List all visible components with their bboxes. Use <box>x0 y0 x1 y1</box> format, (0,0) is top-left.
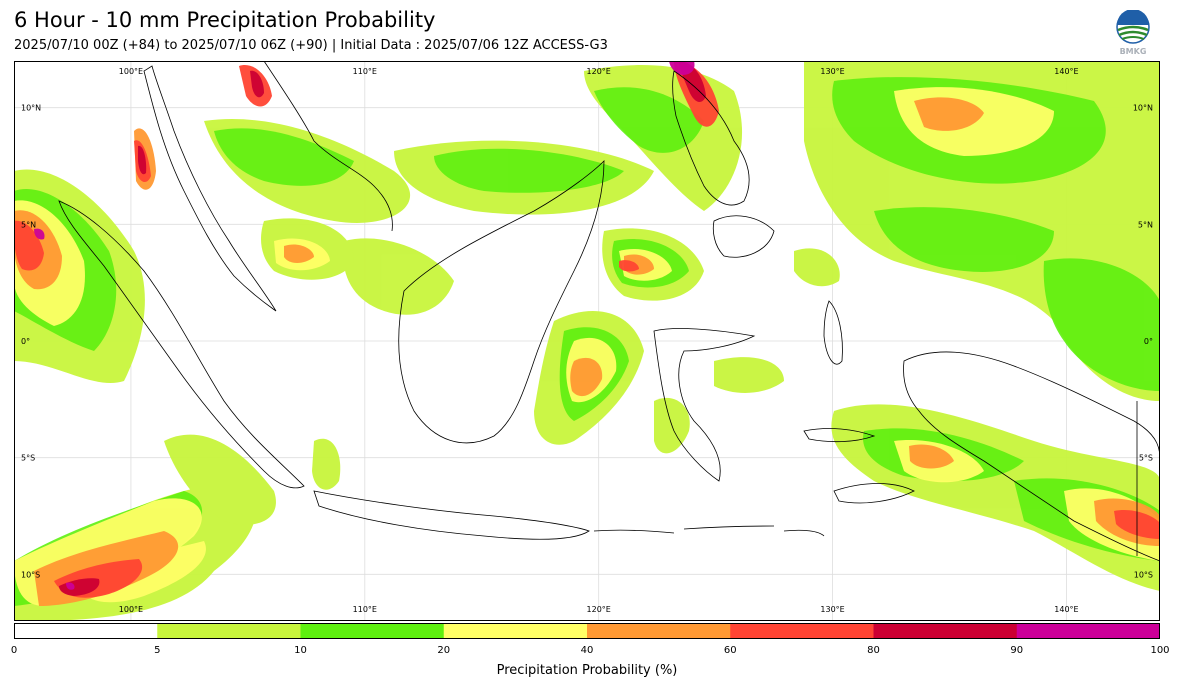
colorbar-bin <box>730 623 874 639</box>
borneo-outline <box>398 160 605 444</box>
colorbar-bin <box>443 623 588 639</box>
lesser-sunda-outline <box>593 525 825 537</box>
longitude-label: 140°E <box>1054 605 1078 614</box>
colorbar-tick-label: 40 <box>580 645 594 656</box>
longitude-label: 100°E <box>119 67 143 76</box>
colorbar-tick-label: 80 <box>867 645 880 656</box>
page-subtitle: 2025/07/10 00Z (+84) to 2025/07/10 06Z (… <box>14 38 608 53</box>
bmkg-logo-text: BMKG <box>1120 47 1147 56</box>
colorbar-tick-label: 0 <box>10 645 18 656</box>
latitude-label: 0° <box>21 337 30 346</box>
longitude-label: 120°E <box>587 605 611 614</box>
latitude-labels: 10°N 10°N 5°N 5°N 0° 0° 5°S 5°S 10°S 10°S <box>21 104 1153 580</box>
java-outline <box>313 490 590 540</box>
latitude-label: 10°N <box>1133 104 1153 113</box>
philippines-outline <box>672 70 750 206</box>
precipitation-map: 100°E 100°E 110°E 110°E 120°E 120°E 130°E 130°E… <box>14 61 1160 621</box>
new-guinea-outline <box>903 351 1160 562</box>
latitude-label: 0° <box>1144 337 1153 346</box>
halmahera-outline <box>823 300 843 365</box>
longitude-label: 140°E <box>1054 67 1078 76</box>
latitude-label: 5°S <box>21 454 35 463</box>
colorbar-bin <box>300 623 445 639</box>
latitude-label: 10°S <box>21 570 40 579</box>
latitude-label: 10°S <box>1134 570 1153 579</box>
latitude-label: 5°N <box>1138 220 1153 229</box>
colorbar-tick-label: 5 <box>154 645 161 656</box>
seram-outline <box>803 428 876 443</box>
colorbar-bin <box>157 623 301 639</box>
coastlines <box>58 61 1160 562</box>
colorbar-bin <box>873 623 1018 639</box>
latitude-label: 5°S <box>1139 454 1153 463</box>
longitude-label: 130°E <box>820 67 844 76</box>
latitude-label: 5°N <box>21 220 36 229</box>
longitude-label: 130°E <box>820 605 844 614</box>
sulawesi-outline <box>653 328 756 482</box>
colorbar-label: Precipitation Probability (%) <box>496 663 678 678</box>
colorbar-bin <box>1016 623 1160 639</box>
colorbar-tick-label: 60 <box>723 645 737 656</box>
colorbar <box>14 623 1160 639</box>
colorbar-bin <box>14 623 158 639</box>
longitude-label: 120°E <box>587 67 611 76</box>
colorbar-tick-label: 10 <box>294 645 307 656</box>
timor-outline <box>833 483 915 504</box>
colorbar-tick-label: 90 <box>1010 645 1024 656</box>
page-title: 6 Hour - 10 mm Precipitation Probability <box>14 8 436 32</box>
indochina-coast <box>263 61 393 232</box>
sumatra-outline <box>58 200 305 489</box>
precipitation-field <box>14 61 1160 621</box>
latitude-label: 10°N <box>21 104 41 113</box>
colorbar-tick-label: 20 <box>437 645 451 656</box>
longitude-label: 110°E <box>353 605 377 614</box>
field-90pct <box>34 61 695 590</box>
colorbar-bin <box>587 623 731 639</box>
colorbar-ticks: 0 5 10 20 40 60 80 90 100 <box>0 645 1180 661</box>
map-frame <box>14 61 1160 621</box>
longitude-labels: 100°E 100°E 110°E 110°E 120°E 120°E 130°E 130°E… <box>119 67 1079 614</box>
longitude-label: 100°E <box>119 605 143 614</box>
bmkg-logo: BMKG <box>1116 10 1150 56</box>
colorbar-tick-label: 100 <box>1150 645 1170 656</box>
mindanao-outline <box>712 215 775 258</box>
longitude-label: 110°E <box>353 67 377 76</box>
malay-peninsula-outline <box>143 65 277 312</box>
